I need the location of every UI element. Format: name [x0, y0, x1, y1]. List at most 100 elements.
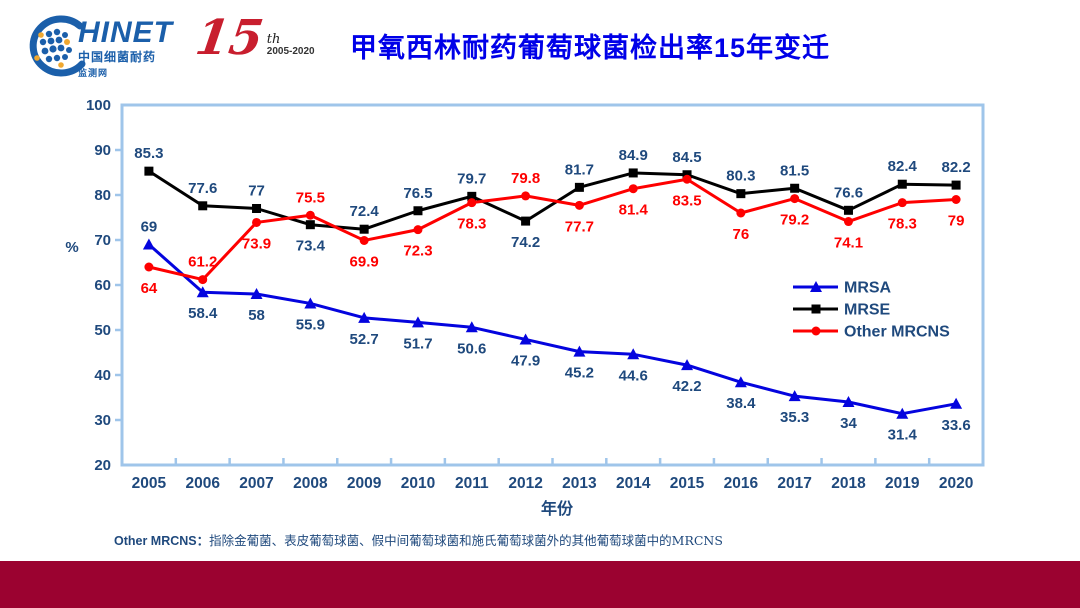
- data-label-other-mrcns: 79.2: [780, 212, 809, 229]
- data-label-mrse: 74.2: [511, 234, 540, 251]
- series-line-mrsa: [147, 243, 957, 416]
- data-label-mrsa: 69: [141, 219, 158, 236]
- data-point-other-mrcns: [682, 174, 692, 184]
- chinet-logo-icon: [29, 15, 86, 77]
- legend-marker-mrsa: [810, 281, 822, 292]
- data-point-mrsa: [788, 390, 801, 402]
- data-label-mrse: 84.5: [672, 149, 701, 166]
- data-label-mrsa: 34: [840, 415, 857, 432]
- data-label-other-mrcns: 75.5: [296, 189, 325, 206]
- data-label-mrse: 79.7: [457, 170, 486, 187]
- data-label-mrse: 77.6: [188, 180, 217, 197]
- footnote-body: 指除金葡菌、表皮葡萄球菌、假中间葡萄球菌和施氏葡萄球菌外的其他葡萄球菌中的MRC…: [209, 533, 723, 548]
- data-label-other-mrcns: 76: [733, 226, 750, 243]
- logo-subtitle-1: 中国细菌耐药: [78, 50, 157, 64]
- y-axis-tick-label: 50: [94, 322, 111, 339]
- data-label-mrsa: 50.6: [457, 340, 486, 357]
- y-axis-tick-label: 90: [94, 142, 111, 159]
- data-label-mrsa: 35.3: [780, 409, 809, 426]
- data-label-mrse: 82.4: [888, 158, 918, 175]
- x-axis-tick-label: 2016: [724, 475, 759, 492]
- x-axis-tick-label: 2011: [455, 475, 489, 492]
- data-label-mrsa: 58: [248, 307, 265, 324]
- legend-label-mrse: MRSE: [844, 302, 891, 319]
- data-point-mrsa: [142, 238, 155, 250]
- data-point-other-mrcns: [574, 200, 584, 210]
- data-point-other-mrcns: [198, 275, 208, 285]
- data-label-mrse: 81.7: [565, 161, 594, 178]
- data-point-other-mrcns: [897, 198, 907, 208]
- data-point-mrsa: [304, 297, 317, 309]
- data-point-mrsa: [519, 333, 532, 345]
- data-label-mrse: 85.3: [134, 145, 163, 162]
- data-label-mrsa: 55.9: [296, 316, 325, 333]
- data-label-mrsa: 45.2: [565, 365, 594, 382]
- data-point-other-mrcns: [843, 217, 853, 227]
- data-point-other-mrcns: [467, 198, 477, 208]
- data-point-mrsa: [465, 321, 478, 333]
- y-axis-tick-label: 80: [94, 187, 111, 204]
- data-point-other-mrcns: [359, 235, 369, 245]
- y-axis-tick-label: 70: [94, 232, 111, 249]
- legend-label-other-mrcns: Other MRCNS: [844, 324, 950, 341]
- chinet-logo: HINET 中国细菌耐药 监测网: [16, 12, 173, 84]
- data-point-other-mrcns: [252, 217, 262, 227]
- legend-label-mrsa: MRSA: [844, 280, 892, 297]
- data-label-mrse: 80.3: [726, 168, 755, 185]
- data-label-mrsa: 58.4: [188, 305, 218, 322]
- x-axis-tick-label: 2020: [939, 475, 973, 492]
- anniversary-years: 2005-2020: [266, 46, 315, 57]
- data-point-other-mrcns: [144, 262, 154, 272]
- data-point-other-mrcns: [790, 194, 800, 204]
- data-label-mrse: 81.5: [780, 162, 809, 179]
- x-axis-tick-label: 2010: [401, 475, 435, 492]
- data-label-mrse: 73.4: [296, 238, 326, 255]
- x-axis-tick-label: 2019: [885, 475, 920, 492]
- data-point-mrse: [790, 183, 800, 193]
- x-axis-tick-label: 2017: [777, 475, 811, 492]
- data-label-other-mrcns: 77.7: [565, 218, 594, 235]
- data-point-mrse: [413, 206, 423, 216]
- logo-brand-text: HINET: [78, 16, 173, 49]
- data-label-mrsa: 33.6: [941, 417, 970, 434]
- data-point-mrsa: [734, 376, 747, 388]
- data-point-mrsa: [573, 345, 586, 357]
- data-label-mrsa: 38.4: [726, 395, 756, 412]
- data-label-other-mrcns: 81.4: [619, 202, 649, 219]
- x-axis-tick-label: 2013: [562, 475, 597, 492]
- x-axis-tick-label: 2012: [508, 475, 542, 492]
- data-point-mrsa: [896, 407, 909, 419]
- data-label-mrsa: 44.6: [619, 367, 648, 384]
- bottom-accent-bar: [0, 561, 1080, 608]
- data-point-mrse: [252, 204, 262, 213]
- data-label-mrsa: 42.2: [672, 378, 701, 395]
- data-label-other-mrcns: 79.8: [511, 170, 540, 187]
- x-axis-tick-label: 2005: [132, 475, 167, 492]
- data-point-other-mrcns: [951, 195, 961, 204]
- data-label-other-mrcns: 69.9: [350, 253, 379, 270]
- legend-marker-other-mrcns: [811, 326, 821, 336]
- y-axis-tick-label: 40: [94, 367, 111, 384]
- data-point-mrsa: [196, 286, 209, 298]
- x-axis-tick-label: 2007: [239, 475, 273, 492]
- x-axis-tick-label: 2014: [616, 475, 651, 492]
- data-label-mrse: 77: [248, 183, 265, 200]
- data-point-mrse: [843, 205, 853, 215]
- data-point-mrse: [574, 182, 584, 192]
- legend-marker-mrse: [811, 304, 821, 314]
- data-point-mrsa: [681, 359, 694, 371]
- data-label-other-mrcns: 72.3: [403, 243, 432, 260]
- data-point-mrse: [144, 166, 154, 176]
- x-axis-tick-label: 2006: [185, 475, 220, 492]
- data-point-mrse: [897, 179, 907, 189]
- x-axis-tick-label: 2015: [670, 475, 705, 492]
- data-point-mrse: [305, 220, 315, 230]
- data-point-mrse: [736, 189, 746, 199]
- data-label-mrsa: 31.4: [888, 427, 918, 444]
- data-point-mrse: [359, 224, 369, 234]
- data-point-mrsa: [358, 311, 371, 323]
- data-label-other-mrcns: 61.2: [188, 254, 217, 271]
- data-label-other-mrcns: 79: [948, 213, 965, 230]
- y-axis-tick-label: 30: [94, 412, 111, 429]
